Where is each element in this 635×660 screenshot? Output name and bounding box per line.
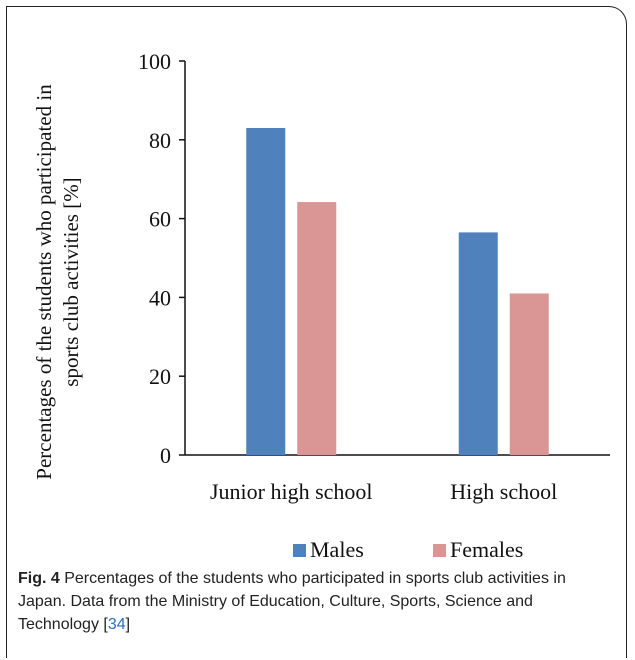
figure-caption: Fig. 4 Percentages of the students who p…: [18, 567, 618, 636]
legend-swatch-females: [433, 544, 446, 557]
y-tick-label: 40: [149, 285, 171, 310]
y-tick-label: 20: [149, 364, 171, 389]
x-category-label: Junior high school: [210, 479, 373, 504]
legend: Males Females: [293, 537, 523, 560]
figure-label: Fig. 4: [18, 570, 60, 587]
bar-females: [297, 202, 337, 455]
bar-chart: Percentages of the students who particip…: [32, 49, 610, 560]
x-category-label: High school: [450, 479, 557, 504]
y-axis-title-line2: sports club activities [%]: [59, 177, 83, 386]
figure-frame: [6, 6, 627, 658]
legend-label-males: Males: [310, 537, 364, 560]
bar-males: [458, 232, 498, 455]
citation-link[interactable]: 34: [107, 616, 126, 633]
y-tick-label: 60: [149, 207, 171, 232]
bar-males: [246, 127, 286, 455]
y-axis-title: Percentages of the students who particip…: [32, 84, 83, 480]
y-tick-label: 100: [138, 49, 171, 74]
bar-females: [509, 293, 549, 455]
caption-text: Percentages of the students who particip…: [18, 570, 566, 633]
legend-label-females: Females: [450, 537, 523, 560]
y-axis-title-line1: Percentages of the students who particip…: [32, 84, 56, 480]
y-tick-label: 0: [160, 443, 171, 468]
legend-swatch-males: [293, 544, 306, 557]
caption-close-bracket: ]: [125, 616, 131, 633]
y-tick-label: 80: [149, 128, 171, 153]
